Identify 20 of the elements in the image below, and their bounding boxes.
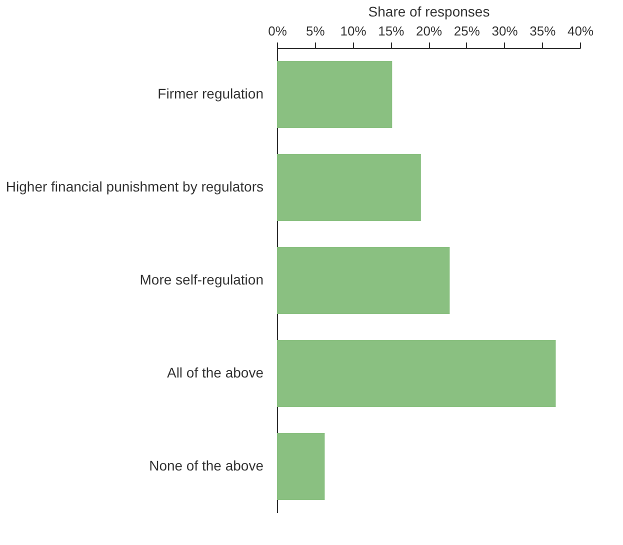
y-tick-label: All of the above [166, 364, 264, 380]
bar [277, 433, 325, 500]
x-tick-label: 20% [416, 24, 442, 38]
x-tick-label: 30% [492, 24, 518, 38]
bar [277, 247, 450, 314]
x-tick-label: 25% [454, 24, 480, 38]
x-tick-label: 5% [306, 24, 326, 38]
x-tick-label: 10% [340, 24, 367, 38]
x-tick-label: 40% [567, 24, 594, 38]
y-tick-label: Firmer regulation [158, 86, 264, 102]
x-tick-label: 0% [268, 24, 288, 38]
x-tick-label: 15% [378, 24, 405, 38]
bar [277, 340, 556, 407]
y-tick-label: Higher financial punishment by regulators [6, 178, 264, 194]
y-tick-label: None of the above [149, 458, 264, 474]
bar [277, 61, 392, 128]
y-tick-label: More self-regulation [140, 272, 264, 288]
x-tick-label: 35% [530, 24, 556, 38]
x-axis-title: Share of responses [368, 4, 490, 20]
bar [277, 154, 421, 221]
